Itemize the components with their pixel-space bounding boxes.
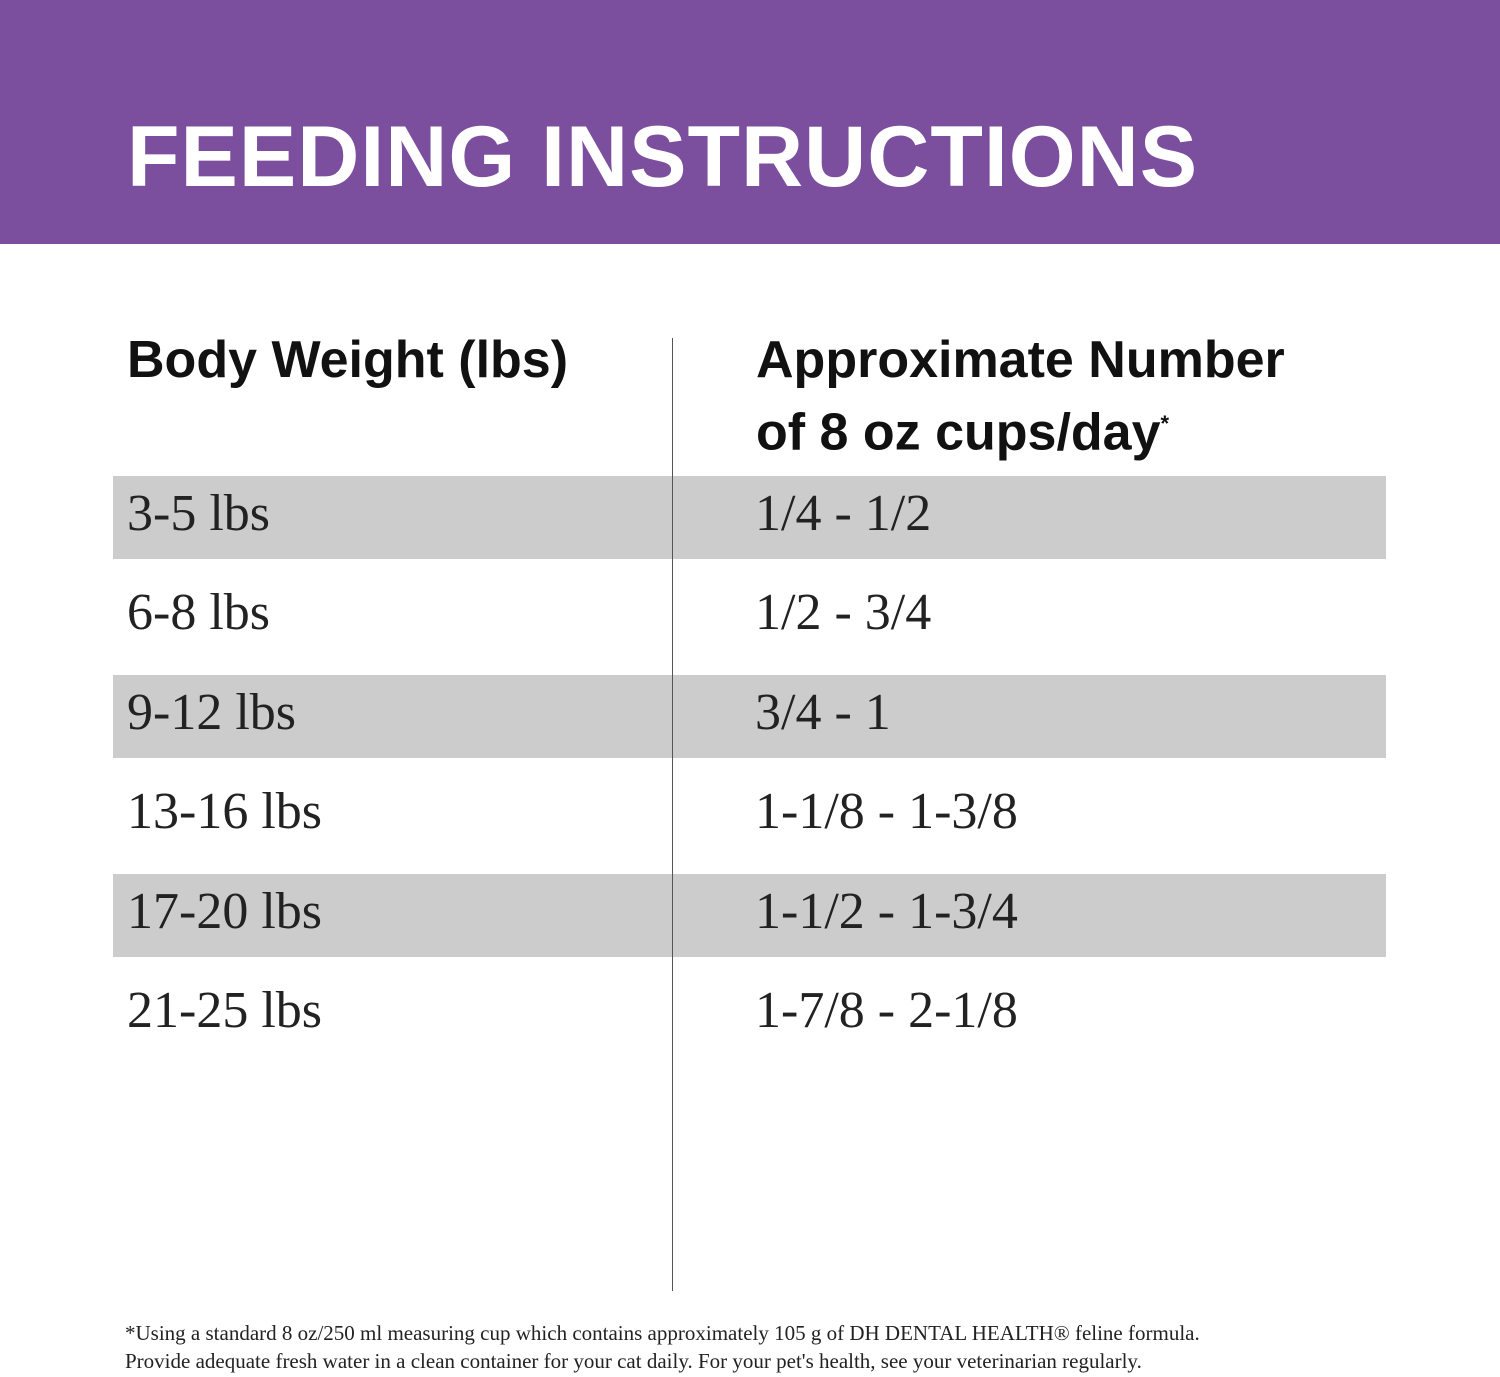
table-cell: 1/2 - 3/4 <box>755 584 932 642</box>
row-background <box>113 674 1386 758</box>
column-header: Approximate Number of 8 oz cups/day* <box>756 328 1285 464</box>
header-text: Body Weight (lbs) <box>127 331 569 389</box>
table-cell: 17-20 lbs <box>127 882 322 940</box>
footnote: *Using a standard 8 oz/250 ml measuring … <box>125 1321 1200 1345</box>
table-cell: 6-8 lbs <box>127 584 270 642</box>
title: FEEDING INSTRUCTIONS <box>127 109 1199 205</box>
table-cell: 13-16 lbs <box>127 783 322 841</box>
table-cell: 1-1/2 - 1-3/4 <box>755 882 1018 940</box>
header-text: of 8 oz cups/day <box>756 403 1161 462</box>
column-header: Body Weight (lbs) <box>127 328 568 392</box>
table-cell: 1/4 - 1/2 <box>755 485 932 542</box>
table-cell: 21-25 lbs <box>127 982 322 1039</box>
footnote: Provide adequate fresh water in a clean … <box>125 1349 1142 1373</box>
column-divider <box>672 338 673 1291</box>
table-cell: 3/4 - 1 <box>755 683 891 741</box>
table-cell: 1-7/8 - 2-1/8 <box>755 982 1018 1039</box>
header-text: Approximate Number <box>756 331 1285 389</box>
row-background <box>113 873 1386 957</box>
table-cell: 9-12 lbs <box>127 683 296 741</box>
table-cell: 1-1/8 - 1-3/8 <box>755 783 1018 841</box>
banner <box>0 0 1500 244</box>
table-cell: 3-5 lbs <box>127 485 270 542</box>
row-background <box>113 476 1386 559</box>
note-mark: * <box>1160 411 1170 436</box>
